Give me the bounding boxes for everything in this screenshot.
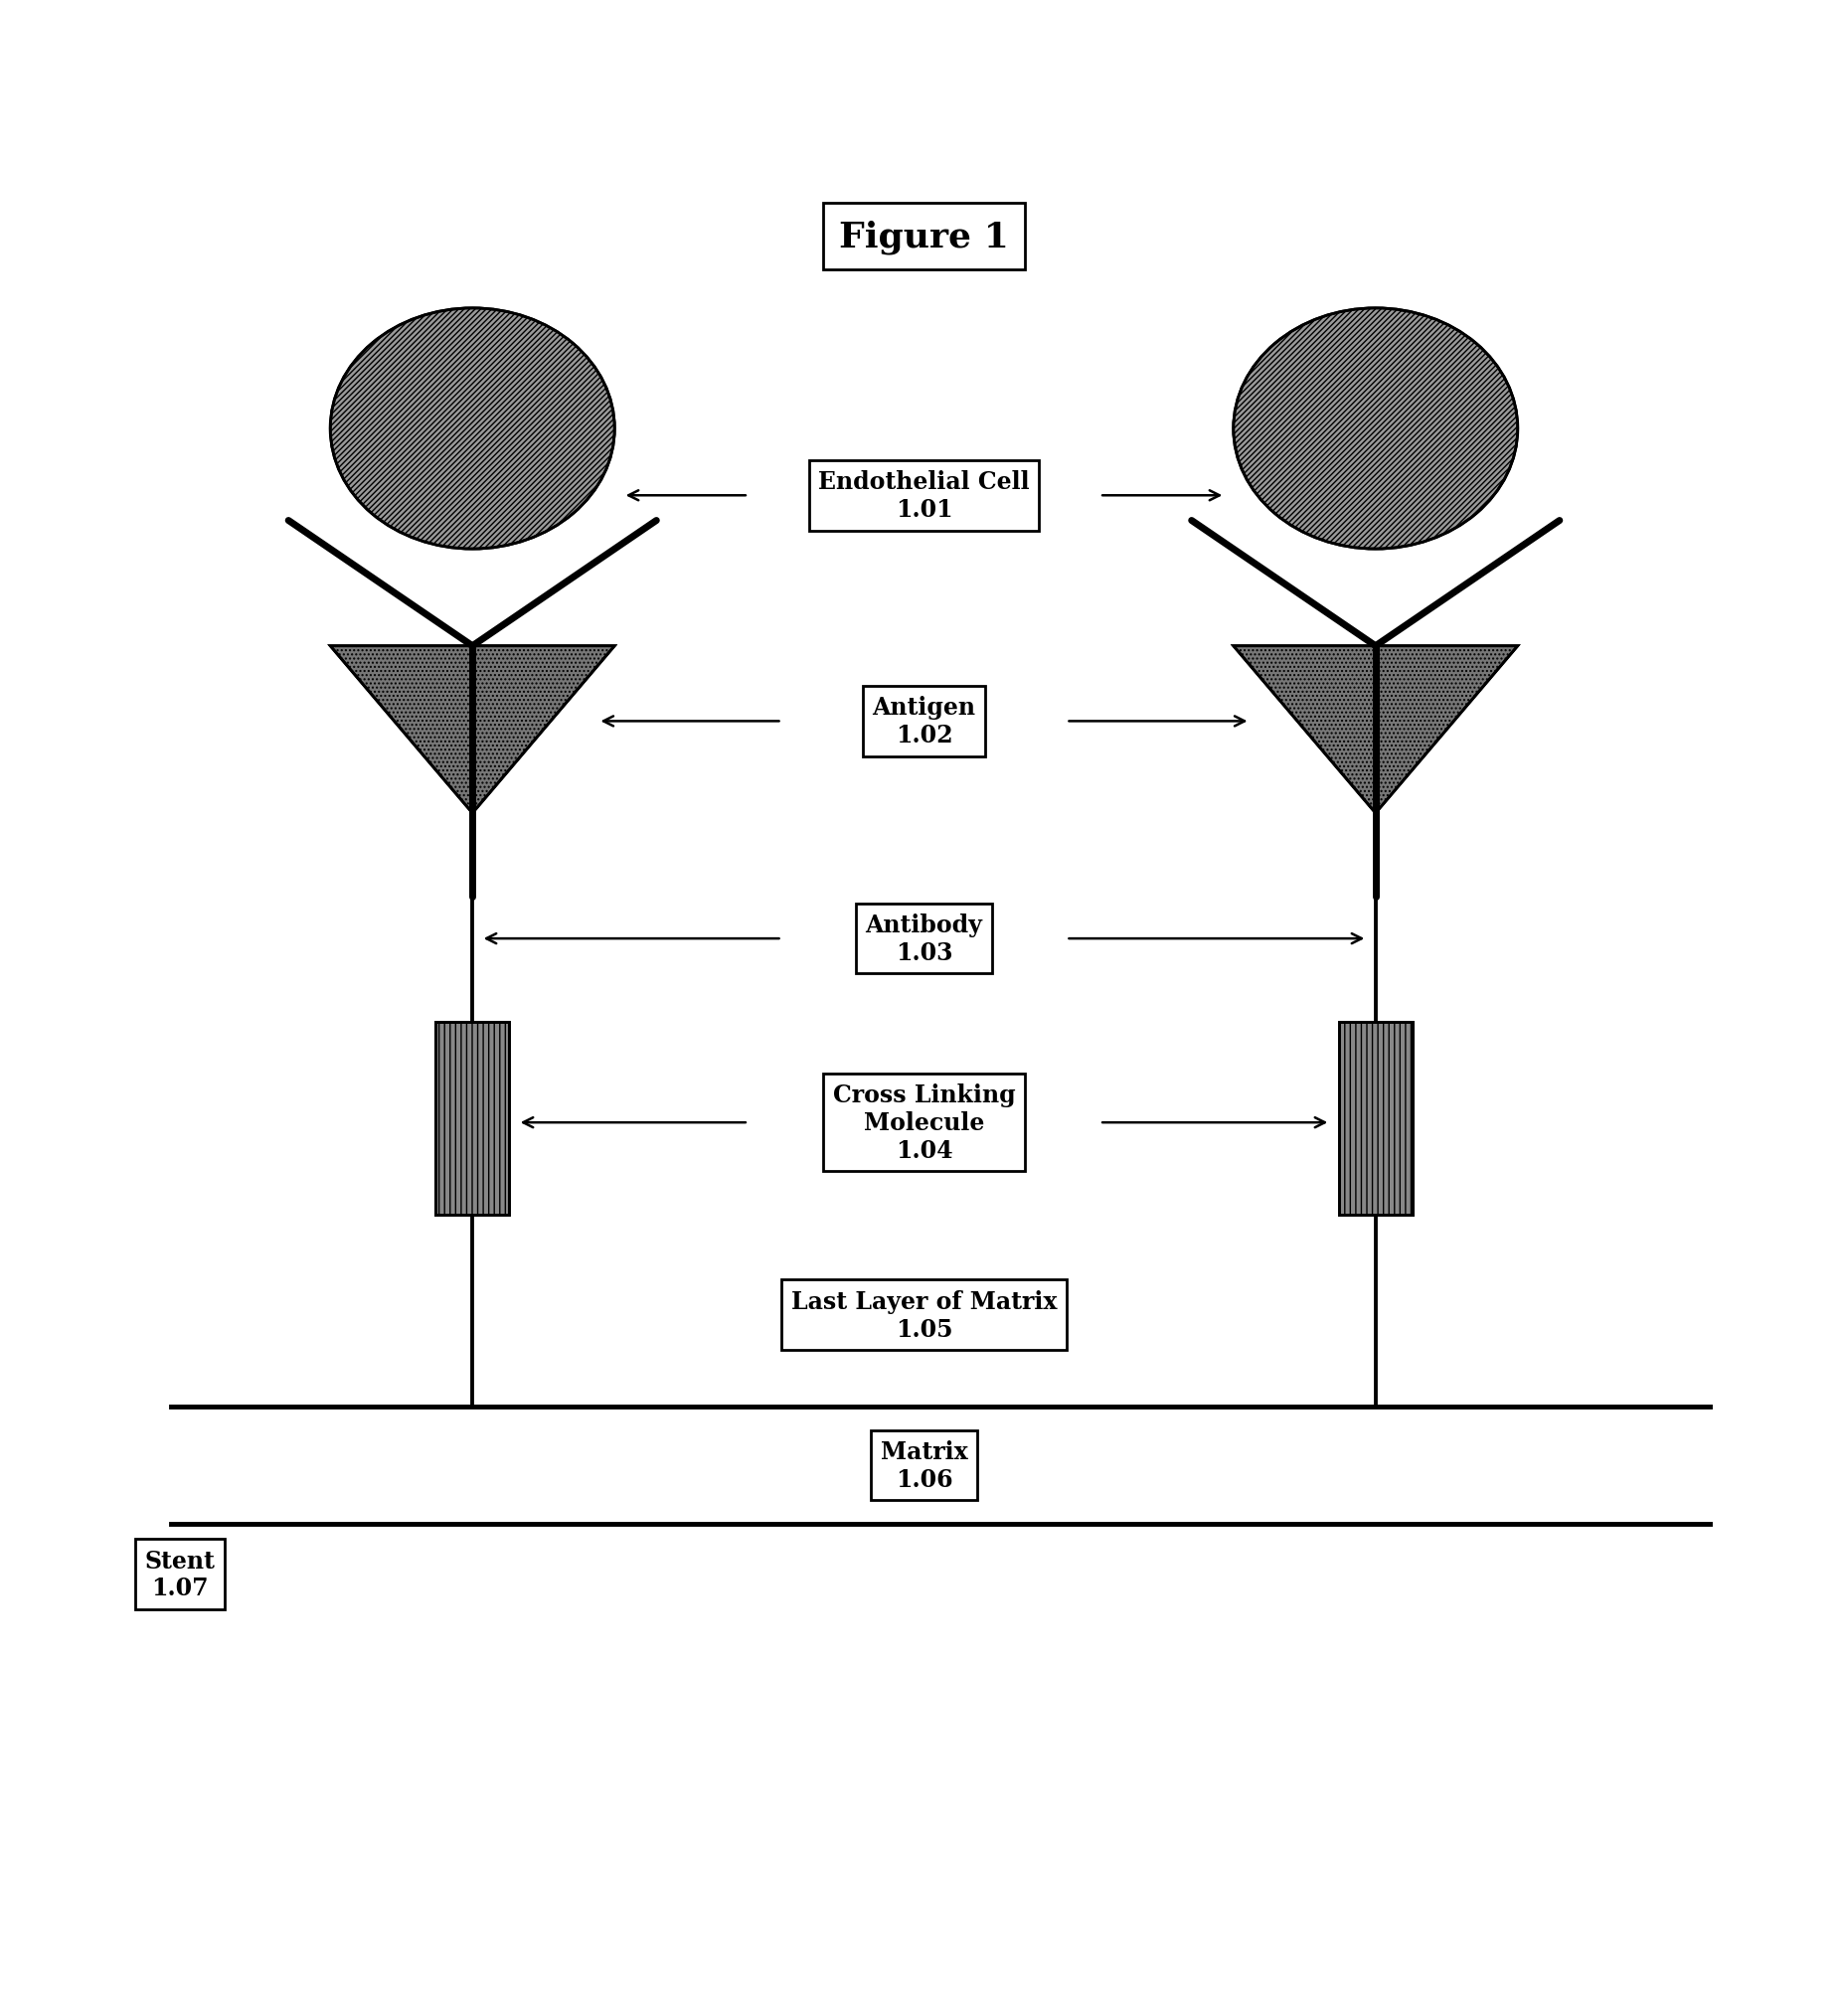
Text: Matrix
1.06: Matrix 1.06	[880, 1440, 968, 1490]
Text: Antibody
1.03: Antibody 1.03	[865, 914, 983, 966]
Bar	[1338, 1023, 1412, 1215]
Polygon shape	[331, 646, 615, 814]
Ellipse shape	[1233, 309, 1517, 549]
Polygon shape	[1233, 646, 1517, 814]
Text: Figure 1: Figure 1	[839, 219, 1009, 253]
Bar	[436, 1023, 510, 1215]
Bar	[436, 1023, 510, 1215]
Ellipse shape	[331, 309, 615, 549]
Text: Last Layer of Matrix
1.05: Last Layer of Matrix 1.05	[791, 1289, 1057, 1341]
Text: Stent
1.07: Stent 1.07	[144, 1548, 214, 1600]
Bar	[1338, 1023, 1412, 1215]
Text: Endothelial Cell
1.01: Endothelial Cell 1.01	[819, 471, 1029, 523]
Text: Antigen
1.02: Antigen 1.02	[872, 696, 976, 748]
Text: Cross Linking
Molecule
1.04: Cross Linking Molecule 1.04	[833, 1083, 1015, 1163]
